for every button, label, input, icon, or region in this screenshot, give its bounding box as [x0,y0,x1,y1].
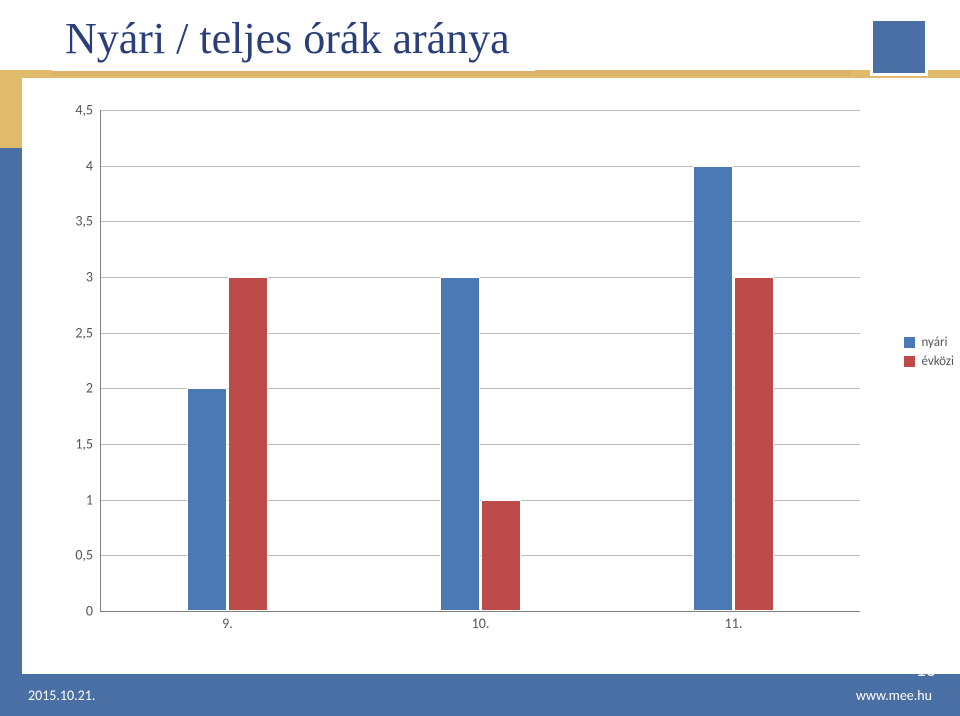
footer-site: www.mee.hu [856,687,932,704]
category-group: 9. [101,110,354,611]
y-tick-label: 3 [86,269,101,286]
y-tick-label: 1,5 [75,436,101,453]
footer-page: 10 [916,658,936,682]
page-title-text: Nyári / teljes órák aránya [65,14,510,63]
bar-evkozi [481,500,521,611]
bar-nyari [187,388,227,611]
y-tick-label: 0,5 [75,547,101,564]
legend-swatch [904,337,915,348]
x-tick-label: 11. [725,611,743,632]
footer-date: 2015.10.21. [28,687,95,704]
y-tick-label: 1 [86,491,101,508]
bar-evkozi [734,277,774,611]
left-accent-top [0,78,22,148]
x-tick-label: 9. [222,611,233,632]
legend-label: nyári [921,335,947,350]
y-tick-label: 3,5 [75,213,101,230]
y-tick-label: 2,5 [75,324,101,341]
y-tick-label: 2 [86,380,101,397]
bar-nyari [440,277,480,611]
category-group: 11. [607,110,860,611]
footer: 2015.10.21. www.mee.hu 10 [0,674,960,716]
legend-item: évközi [904,354,954,369]
plot-area: 00,511,522,533,544,59.10.11. [100,110,860,612]
y-tick-label: 4 [86,157,101,174]
left-accent-bot [0,148,22,674]
x-tick-label: 10. [472,611,490,632]
legend: nyári évközi [904,331,954,373]
y-tick-label: 0 [86,603,101,620]
category-group: 10. [354,110,607,611]
y-tick-label: 4,5 [75,102,101,119]
legend-item: nyári [904,335,954,350]
bar-nyari [693,166,733,611]
page-title: Nyári / teljes órák aránya [52,6,535,71]
bar-evkozi [228,277,268,611]
chart: 00,511,522,533,544,59.10.11. nyáriévközi [60,110,860,636]
header-square [870,18,928,76]
legend-swatch [904,356,915,367]
legend-label: évközi [921,354,954,369]
